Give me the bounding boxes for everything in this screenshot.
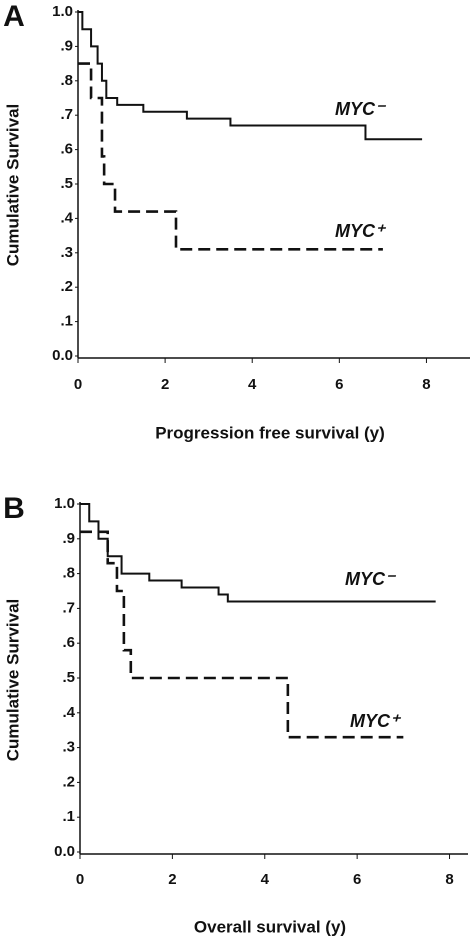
y-tick-label: .8 [62,565,75,582]
y-tick-label: .4 [62,704,75,721]
survival-curve [78,11,423,141]
y-tick-label: .8 [60,72,73,89]
x-tick-label: 0 [74,376,82,393]
x-tick-label: 8 [445,871,453,888]
y-tick-label: 1.0 [54,495,75,512]
y-tick-label: .5 [60,175,73,192]
x-tick-label: 6 [353,871,361,888]
panel-label: B [3,492,25,525]
y-tick-label: .6 [62,634,75,651]
panel-label: A [3,0,25,33]
survival-curve [80,503,436,603]
survival-curve [78,62,383,251]
y-tick-label: 0.0 [54,843,75,860]
y-tick-label: .9 [62,530,75,547]
y-tick-label: .1 [60,313,73,330]
x-tick-label: 2 [161,376,169,393]
x-tick-label: 4 [261,871,270,888]
y-tick-label: 1.0 [52,3,73,20]
legend-label: MYC⁻ [335,99,387,119]
legend-label: MYC⁻ [345,569,397,589]
y-tick-label: .1 [62,808,75,825]
x-tick-label: 6 [335,376,343,393]
y-tick-label: .7 [60,106,73,123]
y-tick-label: .5 [62,669,75,686]
x-axis-title: Progression free survival (y) [155,423,385,442]
x-tick-label: 4 [248,376,257,393]
y-tick-label: .2 [60,278,73,295]
y-tick-label: .9 [60,37,73,54]
x-axis-title: Overall survival (y) [194,917,346,936]
y-tick-label: .3 [60,244,73,261]
y-axis-title: Cumulative Survival [3,104,22,267]
legend-label: MYC⁺ [335,221,387,241]
y-tick-label: 0.0 [52,347,73,364]
survival-curve [80,530,404,739]
y-tick-label: .2 [62,773,75,790]
x-tick-label: 0 [76,871,84,888]
y-tick-label: .6 [60,141,73,158]
legend-label: MYC⁺ [350,711,402,731]
x-tick-label: 2 [168,871,176,888]
x-tick-label: 8 [422,376,430,393]
y-tick-label: .4 [60,209,73,226]
y-tick-label: .3 [62,739,75,756]
y-tick-label: .7 [62,599,75,616]
y-axis-title: Cumulative Survival [3,599,22,762]
